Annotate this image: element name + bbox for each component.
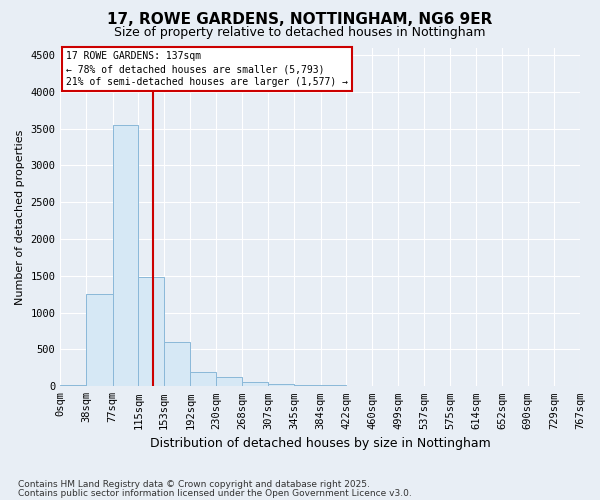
Text: Size of property relative to detached houses in Nottingham: Size of property relative to detached ho… (114, 26, 486, 39)
Y-axis label: Number of detached properties: Number of detached properties (15, 129, 25, 304)
X-axis label: Distribution of detached houses by size in Nottingham: Distribution of detached houses by size … (150, 437, 491, 450)
Text: Contains HM Land Registry data © Crown copyright and database right 2025.: Contains HM Land Registry data © Crown c… (18, 480, 370, 489)
Bar (61, 385, 86, 386)
Bar (242, 382, 268, 386)
Text: 17, ROWE GARDENS, NOTTINGHAM, NG6 9ER: 17, ROWE GARDENS, NOTTINGHAM, NG6 9ER (107, 12, 493, 28)
Bar (294, 385, 320, 386)
Bar (164, 342, 190, 386)
Bar (139, 278, 164, 386)
Text: Contains public sector information licensed under the Open Government Licence v3: Contains public sector information licen… (18, 489, 412, 498)
Bar (113, 125, 139, 386)
Text: 17 ROWE GARDENS: 137sqm
← 78% of detached houses are smaller (5,793)
21% of semi: 17 ROWE GARDENS: 137sqm ← 78% of detache… (65, 51, 347, 88)
Bar (216, 378, 242, 386)
Bar (268, 384, 294, 386)
Bar (86, 294, 113, 386)
Bar (190, 372, 216, 386)
